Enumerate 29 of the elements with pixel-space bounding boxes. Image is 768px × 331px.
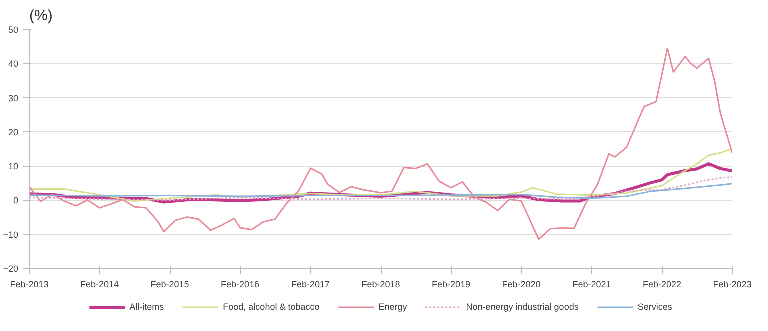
x-tick-label: Feb-2019: [432, 280, 471, 290]
x-tick-label: Feb-2018: [362, 280, 400, 290]
legend-label: Energy: [378, 302, 408, 312]
legend-label: Food, alcohol & tobacco: [223, 302, 320, 312]
line-series: [30, 176, 732, 201]
line-series: [30, 148, 732, 202]
line-series: [30, 183, 732, 200]
y-tick-label: −20: [3, 264, 19, 274]
x-tick-label: Feb-2013: [10, 280, 49, 290]
y-tick-label: −10: [3, 230, 19, 240]
legend-label: Services: [638, 302, 672, 312]
y-tick-label: 10: [8, 162, 19, 172]
y-tick-label: 50: [8, 25, 19, 35]
y-axis-title: (%): [30, 8, 53, 24]
y-tick-label: 0: [13, 196, 19, 206]
x-tick-label: Feb-2017: [291, 280, 330, 290]
x-tick-label: Feb-2015: [150, 280, 190, 290]
y-tick-label: 20: [8, 127, 19, 138]
line-series: [30, 48, 732, 240]
legend-label: Non-energy industrial goods: [466, 302, 579, 312]
x-tick-label: Feb-2014: [80, 280, 120, 290]
y-tick-label: 40: [8, 59, 19, 70]
x-tick-label: Feb-2016: [221, 280, 260, 290]
y-tick-label: 30: [8, 93, 19, 104]
legend-label: All-items: [130, 302, 164, 312]
x-tick-label: Feb-2023: [713, 280, 752, 290]
x-tick-label: Feb-2020: [502, 280, 541, 290]
x-tick-label: Feb-2022: [642, 280, 682, 290]
x-tick-label: Feb-2021: [572, 280, 612, 290]
